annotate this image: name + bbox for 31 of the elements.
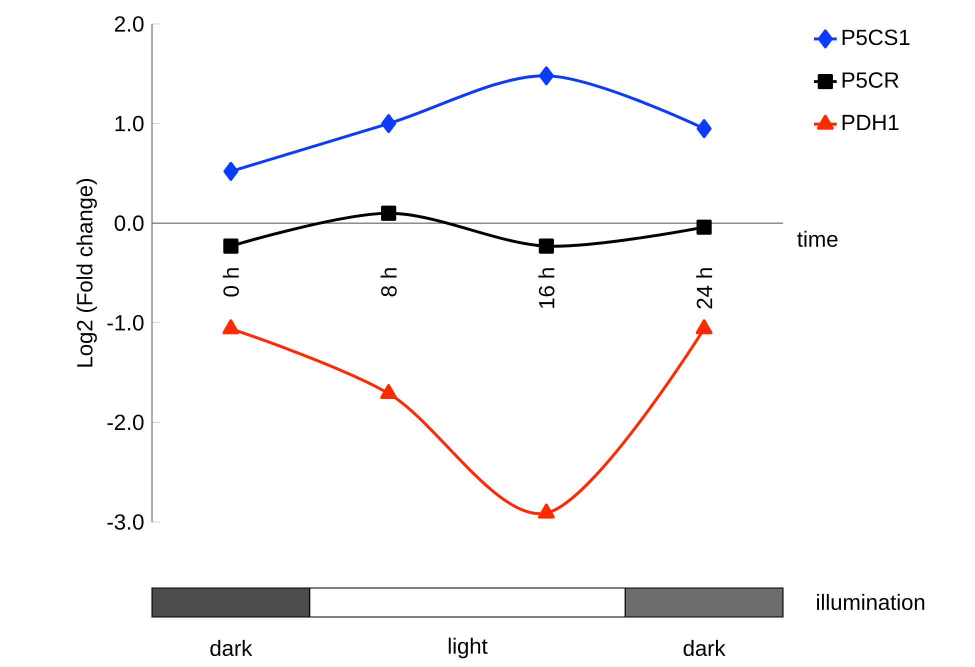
point bbox=[223, 162, 238, 181]
point bbox=[381, 206, 396, 221]
y-tick-label: 0.0 bbox=[114, 215, 144, 231]
x-tick-label: 0 h bbox=[222, 268, 239, 297]
point bbox=[538, 504, 555, 518]
point bbox=[538, 238, 554, 254]
point bbox=[696, 119, 712, 138]
point bbox=[222, 319, 240, 334]
y-tick-label: -1.0 bbox=[107, 314, 144, 331]
legend-label: PDH1 bbox=[842, 114, 898, 130]
legend-label: P5CS1 bbox=[842, 30, 910, 46]
x-tick-label: 24 h bbox=[696, 268, 712, 308]
text: dark bbox=[684, 640, 726, 656]
y-axis-title: Log2 (Fold change) bbox=[76, 179, 97, 367]
point bbox=[696, 319, 713, 334]
text: dark bbox=[210, 640, 252, 656]
x-tick-label: 16 h bbox=[538, 268, 554, 308]
text: illumination bbox=[817, 594, 924, 610]
y-tick-label: -2.0 bbox=[107, 414, 144, 430]
y-tick-label: 1.0 bbox=[116, 116, 144, 132]
text: light bbox=[448, 638, 488, 658]
point bbox=[381, 114, 396, 134]
y-tick-label: 2.0 bbox=[114, 16, 144, 32]
legend-label: P5CR bbox=[842, 72, 899, 88]
x-tick-label: 8 h bbox=[380, 268, 397, 296]
point bbox=[696, 220, 712, 235]
point bbox=[223, 238, 238, 254]
point bbox=[380, 384, 398, 399]
point bbox=[538, 66, 554, 86]
y-tick-label: -3.0 bbox=[107, 514, 144, 530]
x-axis-title: time bbox=[797, 230, 838, 247]
